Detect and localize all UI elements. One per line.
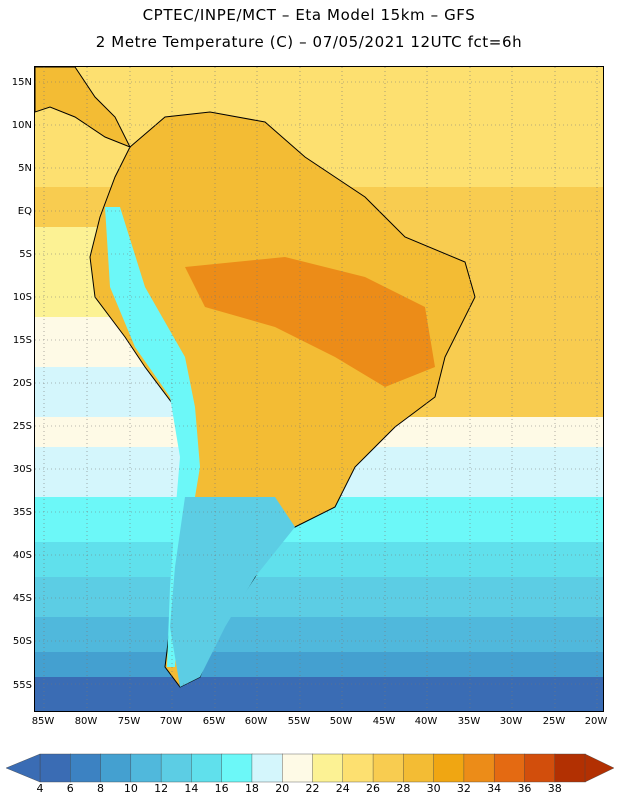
- colorbar-swatch: [403, 753, 435, 783]
- graticule: [35, 67, 603, 711]
- map-canvas: [35, 67, 603, 711]
- latitude-label: 10N: [11, 120, 32, 131]
- colorbar-swatch: [554, 753, 586, 783]
- longitude-label: 30W: [499, 716, 523, 727]
- colorbar-swatch: [342, 753, 374, 783]
- hot-region-brazil: [185, 257, 435, 387]
- longitude-label: 70W: [159, 716, 183, 727]
- latitude-label: 50S: [12, 636, 32, 647]
- colorbar-label: 4: [36, 782, 44, 795]
- colorbar-label: 34: [487, 782, 502, 795]
- latitude-label: 5S: [19, 249, 32, 260]
- colorbar-swatch: [372, 753, 404, 783]
- longitude-label: 65W: [202, 716, 226, 727]
- andes-cool-strip: [105, 207, 200, 667]
- longitude-label: 60W: [244, 716, 268, 727]
- colorbar-label: 30: [426, 782, 441, 795]
- colorbar-swatch: [312, 753, 344, 783]
- colorbar: [5, 753, 615, 783]
- map-title: CPTEC/INPE/MCT – Eta Model 15km – GFS: [142, 6, 476, 24]
- temperature-map: [34, 66, 604, 712]
- latitude-label: 15S: [12, 335, 32, 346]
- colorbar-label: 26: [366, 782, 381, 795]
- latitude-label: 30S: [12, 464, 32, 475]
- longitude-label: 75W: [117, 716, 141, 727]
- colorbar-label: 32: [456, 782, 471, 795]
- colorbar-label: 16: [214, 782, 229, 795]
- colorbar-label: 18: [244, 782, 259, 795]
- longitude-label: 35W: [457, 716, 481, 727]
- colorbar-swatch: [221, 753, 253, 783]
- colorbar-label: 36: [517, 782, 532, 795]
- map-subtitle: 2 Metre Temperature (C) – 07/05/2021 12U…: [95, 33, 523, 51]
- colorbar-label: 38: [547, 782, 562, 795]
- ocean-band-14c: [35, 577, 603, 622]
- latitude-label: 15N: [11, 77, 32, 88]
- latitude-label: 35S: [12, 507, 32, 518]
- latitude-label: 40S: [12, 550, 32, 561]
- latitude-label: 20S: [12, 378, 32, 389]
- colorbar-swatch: [251, 753, 283, 783]
- ocean-band-cold: [35, 677, 603, 711]
- ocean-band-12c: [35, 617, 603, 657]
- longitude-label: 25W: [542, 716, 566, 727]
- longitude-label: 85W: [31, 716, 55, 727]
- colorbar-swatch: [70, 753, 102, 783]
- colorbar-swatch: [130, 753, 162, 783]
- colorbar-label: 22: [305, 782, 320, 795]
- colorbar-swatch: [493, 753, 526, 783]
- colorbar-label: 8: [97, 782, 105, 795]
- longitude-label: 55W: [287, 716, 311, 727]
- colorbar-swatch: [160, 753, 192, 783]
- latitude-label: 45S: [12, 593, 32, 604]
- longitude-label: 20W: [584, 716, 608, 727]
- colorbar-label: 20: [275, 782, 290, 795]
- colorbar-swatch: [191, 753, 223, 783]
- latitude-label: EQ: [17, 206, 32, 217]
- colorbar-label: 24: [335, 782, 350, 795]
- colorbar-swatch: [524, 753, 556, 783]
- colorbar-high-arrow: [584, 753, 615, 783]
- colorbar-label: 6: [66, 782, 74, 795]
- colorbar-label: 10: [123, 782, 138, 795]
- longitude-label: 50W: [329, 716, 353, 727]
- colorbar-low-arrow: [5, 753, 41, 783]
- colorbar-swatch: [100, 753, 132, 783]
- longitude-label: 45W: [372, 716, 396, 727]
- central-america-land: [35, 67, 132, 148]
- colorbar-swatch: [433, 753, 465, 783]
- latitude-label: 25S: [12, 421, 32, 432]
- ocean-band-16c: [35, 542, 603, 582]
- latitude-label: 5N: [18, 163, 32, 174]
- patagonia-cool: [170, 497, 295, 687]
- colorbar-swatch: [39, 753, 71, 783]
- colorbar-swatch: [463, 753, 495, 783]
- longitude-label: 80W: [74, 716, 98, 727]
- colorbar-label: 14: [184, 782, 199, 795]
- latitude-label: 10S: [12, 292, 32, 303]
- colorbar-label: 12: [154, 782, 169, 795]
- latitude-label: 55S: [12, 680, 32, 691]
- longitude-label: 40W: [414, 716, 438, 727]
- colorbar-swatch: [282, 753, 314, 783]
- colorbar-label: 28: [396, 782, 411, 795]
